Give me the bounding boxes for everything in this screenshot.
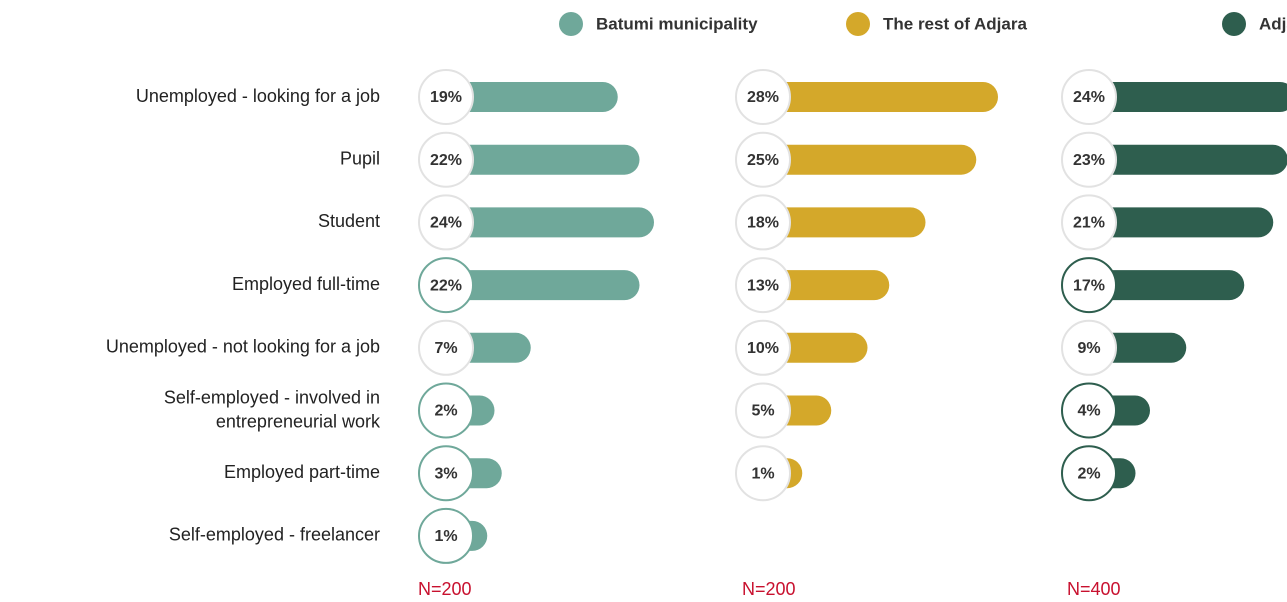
value-badge	[418, 382, 474, 439]
sample-size: N=200	[742, 579, 796, 599]
legend-label: Adjara region	[1259, 14, 1287, 33]
value-label: 10%	[747, 340, 779, 357]
bar	[763, 82, 998, 112]
value-badge	[735, 445, 791, 502]
value-label: 24%	[430, 215, 462, 232]
category-label: Student	[318, 211, 380, 231]
sample-size: N=400	[1067, 579, 1121, 599]
value-badge	[418, 445, 474, 502]
value-badge	[418, 257, 474, 314]
bar	[446, 82, 618, 112]
value-label: 2%	[434, 403, 457, 420]
value-label: 7%	[434, 340, 457, 357]
value-badge	[1061, 69, 1117, 125]
value-label: 28%	[747, 89, 779, 106]
category-label: Unemployed - not looking for a job	[106, 337, 380, 357]
value-label: 1%	[751, 465, 774, 482]
value-label: 2%	[1077, 465, 1100, 482]
value-label: 13%	[747, 277, 779, 294]
legend-swatch	[559, 12, 583, 36]
category-label: Employed full-time	[232, 274, 380, 294]
value-label: 23%	[1073, 152, 1105, 169]
category-label: Self-employed - freelancer	[169, 525, 380, 545]
value-label: 21%	[1073, 215, 1105, 232]
value-label: 17%	[1073, 277, 1105, 294]
value-label: 4%	[1077, 403, 1100, 420]
value-label: 3%	[434, 465, 457, 482]
value-label: 22%	[430, 277, 462, 294]
category-label: Unemployed - looking for a job	[136, 86, 380, 106]
value-badge	[1061, 194, 1117, 251]
bar	[446, 270, 640, 301]
bar	[446, 207, 654, 238]
value-label: 22%	[430, 152, 462, 169]
value-badge	[735, 382, 791, 439]
value-badge	[1061, 319, 1117, 376]
category-label: Employed part-time	[224, 462, 380, 482]
value-badge	[1061, 445, 1117, 502]
sample-size: N=200	[418, 579, 472, 599]
bar	[763, 207, 926, 238]
value-badge	[418, 319, 474, 376]
category-label: Pupil	[340, 148, 380, 168]
value-badge	[1061, 382, 1117, 439]
value-badge	[418, 507, 474, 564]
legend-label: Batumi municipality	[596, 14, 758, 33]
value-label: 9%	[1077, 340, 1100, 357]
bar	[1089, 144, 1287, 175]
value-badge	[735, 319, 791, 376]
value-badge	[735, 257, 791, 314]
value-label: 19%	[430, 89, 462, 106]
category-label: Self-employed - involved in entrepreneuri…	[164, 387, 381, 431]
bar	[763, 270, 890, 301]
value-badge	[1061, 257, 1117, 314]
value-badge	[418, 69, 474, 125]
value-badge	[735, 69, 791, 125]
value-badge	[418, 194, 474, 251]
value-label: 18%	[747, 215, 779, 232]
value-badge	[735, 131, 791, 188]
value-badge	[735, 194, 791, 251]
value-label: 24%	[1073, 89, 1105, 106]
legend-label: The rest of Adjara	[883, 14, 1027, 33]
value-badge	[418, 131, 474, 188]
bar	[1089, 207, 1274, 238]
bar	[1089, 270, 1245, 301]
bar	[446, 144, 640, 175]
bar	[1089, 82, 1287, 112]
legend-swatch	[1222, 12, 1246, 36]
value-label: 1%	[434, 528, 457, 545]
value-label: 5%	[751, 403, 774, 420]
legend-swatch	[846, 12, 870, 36]
bar	[763, 144, 977, 175]
value-badge	[1061, 131, 1117, 188]
value-label: 25%	[747, 152, 779, 169]
